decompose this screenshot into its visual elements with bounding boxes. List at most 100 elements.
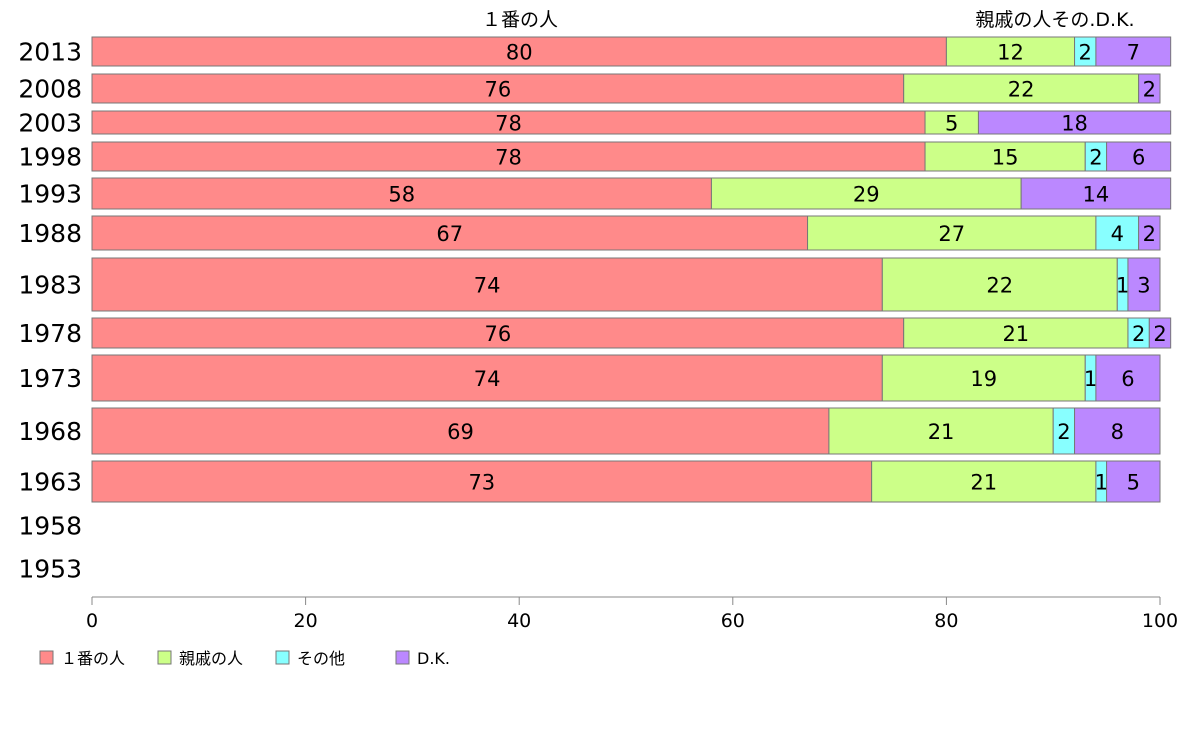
category-label-1993: 1993 [18,180,82,209]
data-label-1993-series-0: 58 [388,183,415,207]
data-label-1963-series-3: 5 [1127,471,1140,495]
top-annotation-0: １番の人 [482,9,558,31]
x-tick-label-20: 20 [294,610,318,632]
bar-2013-series-0 [91,36,947,67]
data-label-2013-series-2: 2 [1079,41,1092,65]
category-label-2008: 2008 [18,75,82,104]
category-label-2013: 2013 [18,38,82,67]
category-label-1978: 1978 [18,319,82,348]
bar-1978-series-3 [1148,317,1172,349]
bar-1973-series-3 [1095,354,1161,402]
bar-1988-series-1 [807,215,1097,251]
bar-1998-series-0 [91,141,926,172]
data-label-2013-series-3: 7 [1127,41,1140,65]
bar-1983-series-1 [881,257,1118,312]
data-label-1993-series-1: 29 [853,183,880,207]
legend-swatch-2 [275,650,290,665]
bar-2013-series-3 [1095,36,1172,67]
legend-label-1: 親戚の人 [179,649,243,668]
data-label-1983-series-3: 3 [1137,274,1150,298]
category-label-1983: 1983 [18,271,82,300]
data-label-1963-series-0: 73 [468,471,495,495]
category-label-1973: 1973 [18,364,82,393]
category-label-1953: 1953 [18,555,82,584]
bar-1993-series-1 [710,177,1022,210]
legend-swatch-1 [157,650,172,665]
x-tick-label-80: 80 [934,610,958,632]
data-label-2013-series-0: 80 [506,41,533,65]
data-label-1998-series-2: 2 [1089,146,1102,170]
data-label-1968-series-0: 69 [447,420,474,444]
data-label-1973-series-2: 1 [1084,367,1097,391]
data-label-2013-series-1: 12 [997,41,1024,65]
bar-1988-series-0 [91,215,809,251]
bar-2013-series-1 [945,36,1076,67]
legend-label-3: D.K. [417,649,450,668]
data-label-1968-series-1: 21 [928,420,955,444]
bar-1978-series-0 [91,317,905,349]
data-label-1978-series-2: 2 [1132,322,1145,346]
bar-2008-series-1 [903,73,1140,104]
data-label-1973-series-1: 19 [970,367,997,391]
data-label-1978-series-3: 2 [1153,322,1166,346]
bar-1973-series-1 [881,354,1086,402]
data-label-1988-series-2: 4 [1111,222,1124,246]
bar-1973-series-0 [91,354,883,402]
category-label-1958: 1958 [18,512,82,541]
bar-1968-series-3 [1074,407,1161,455]
data-label-1983-series-0: 74 [474,274,501,298]
bar-2003-series-3 [977,110,1172,135]
category-label-1998: 1998 [18,143,82,172]
data-label-2008-series-1: 22 [1008,78,1035,102]
bar-1983-series-0 [91,257,883,312]
category-label-1963: 1963 [18,468,82,497]
data-label-1978-series-0: 76 [484,322,511,346]
legend-swatch-3 [395,650,410,665]
data-label-1983-series-2: 1 [1116,274,1129,298]
data-label-1998-series-0: 78 [495,146,522,170]
top-annotation-1: 親戚の人その.D.K. [975,9,1134,31]
bar-1998-series-3 [1106,141,1172,172]
data-label-1993-series-3: 14 [1083,183,1110,207]
data-label-1973-series-3: 6 [1121,367,1134,391]
bar-1988-series-3 [1138,215,1161,251]
bar-1983-series-3 [1127,257,1161,312]
data-label-2008-series-0: 76 [484,78,511,102]
data-label-2003-series-3: 18 [1061,112,1088,136]
x-tick-label-100: 100 [1142,610,1178,632]
data-label-1998-series-1: 15 [992,146,1019,170]
data-label-2008-series-3: 2 [1143,78,1156,102]
data-label-1988-series-3: 2 [1143,222,1156,246]
bar-2008-series-0 [91,73,905,104]
data-label-1998-series-3: 6 [1132,146,1145,170]
data-label-1968-series-2: 2 [1057,420,1070,444]
legend-swatch-0 [39,650,54,665]
data-label-1963-series-1: 21 [970,471,997,495]
data-label-1978-series-1: 21 [1002,322,1029,346]
x-tick-label-60: 60 [721,610,745,632]
data-label-1988-series-0: 67 [436,222,463,246]
data-label-1968-series-3: 8 [1111,420,1124,444]
bar-1963-series-0 [91,460,873,503]
bar-1968-series-1 [828,407,1054,455]
legend-label-2: その他 [297,649,345,668]
bar-1998-series-1 [924,141,1086,172]
bar-2008-series-3 [1138,73,1161,104]
data-label-1973-series-0: 74 [474,367,501,391]
category-label-2003: 2003 [18,109,82,138]
data-label-1983-series-1: 22 [986,274,1013,298]
data-label-2003-series-1: 5 [945,112,958,136]
legend-label-0: １番の人 [61,649,125,668]
data-label-2003-series-0: 78 [495,112,522,136]
x-tick-label-40: 40 [507,610,531,632]
x-tick-label-0: 0 [86,610,98,632]
bar-1963-series-3 [1106,460,1161,503]
bar-1978-series-1 [903,317,1129,349]
category-label-1968: 1968 [18,417,82,446]
data-label-1963-series-2: 1 [1095,471,1108,495]
category-label-1988: 1988 [18,219,82,248]
bar-1993-series-3 [1020,177,1172,210]
data-label-1988-series-1: 27 [938,222,965,246]
